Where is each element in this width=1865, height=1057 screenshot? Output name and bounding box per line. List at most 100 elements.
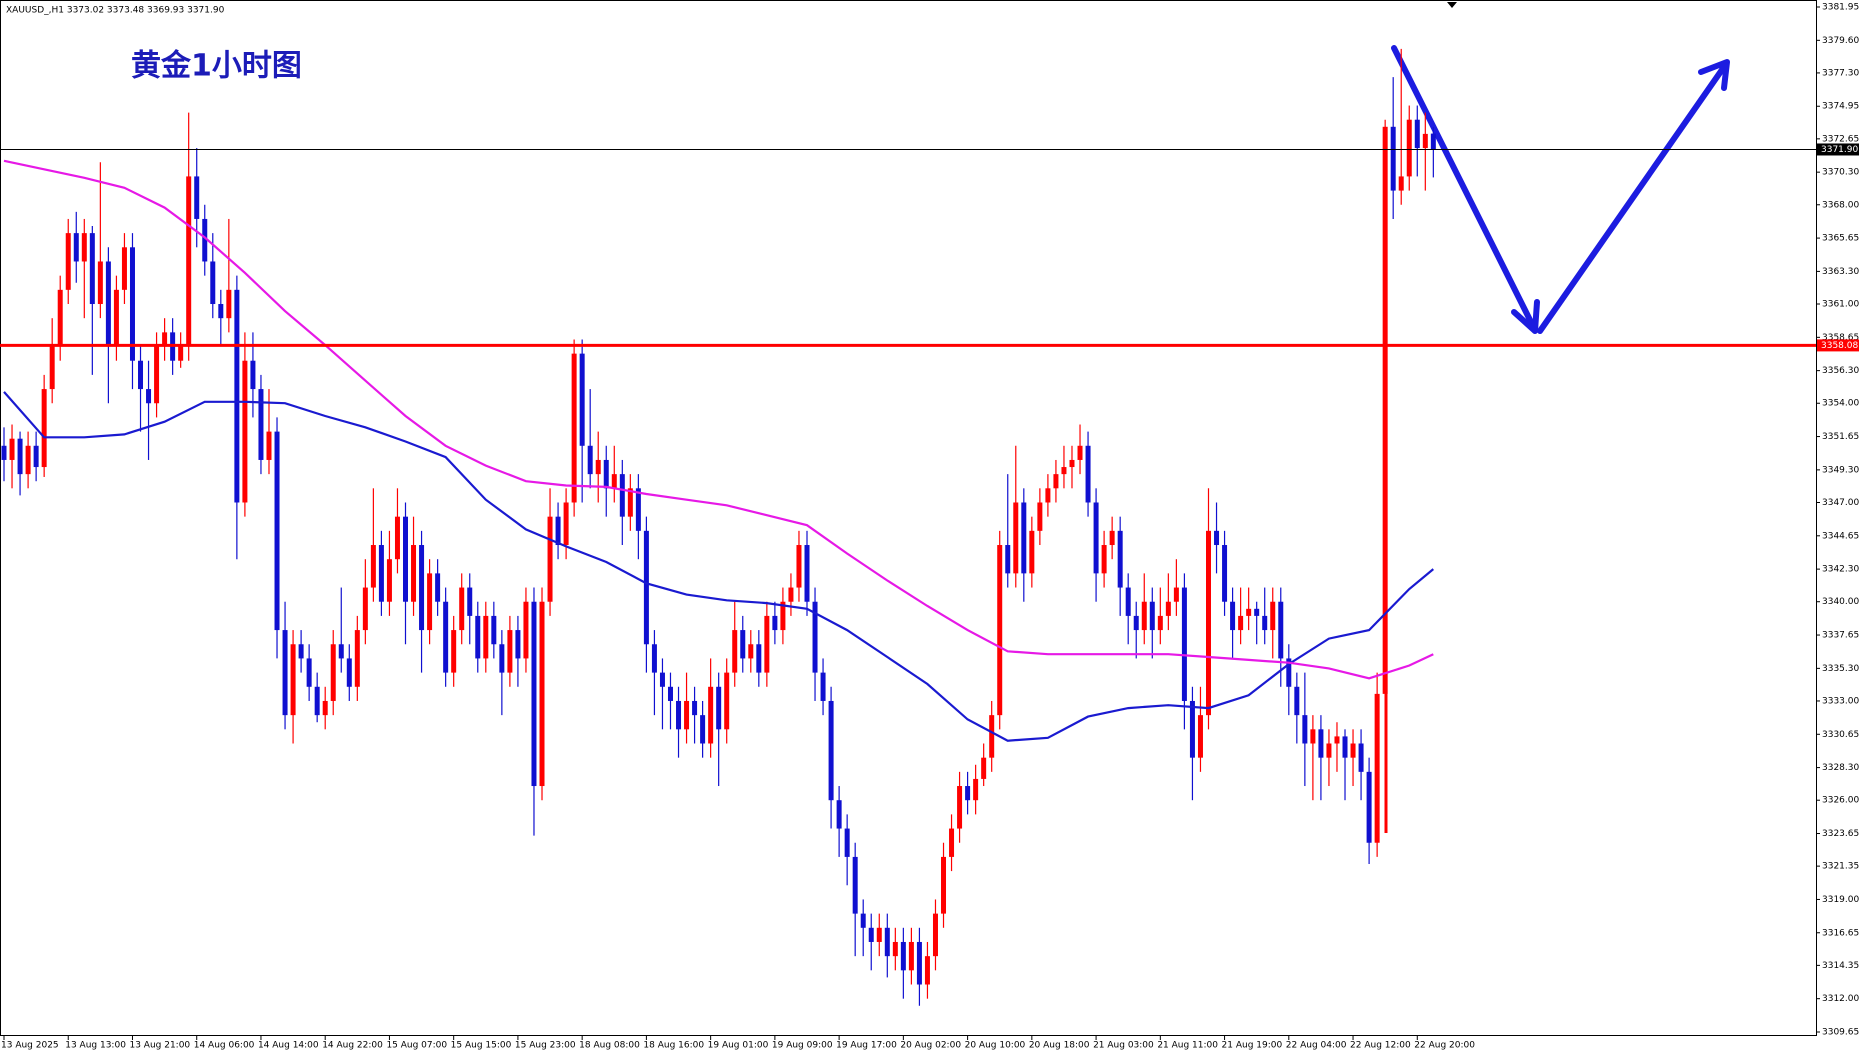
- candle-body: [1254, 608, 1260, 616]
- candle-body: [403, 516, 408, 602]
- candle-body: [1101, 545, 1107, 574]
- price-tag: [1817, 339, 1859, 352]
- y-tick-label: 3365.65: [1822, 234, 1859, 244]
- y-tick-label: 3356.30: [1822, 366, 1859, 376]
- candle-body: [178, 346, 184, 361]
- arrow-head: [1511, 299, 1540, 334]
- candle-body: [932, 913, 938, 957]
- candle-body: [306, 658, 312, 687]
- candle-body: [57, 289, 63, 347]
- chart-title: 黄金1小时图: [131, 49, 302, 84]
- candle-body: [659, 672, 665, 687]
- candle-body: [523, 601, 529, 659]
- candle-body: [162, 332, 168, 347]
- candle-body: [1141, 601, 1147, 631]
- x-tick-label: 18 Aug 16:00: [643, 1041, 704, 1051]
- candle-body: [194, 176, 200, 219]
- candle-body: [1406, 119, 1412, 177]
- candle-body: [202, 218, 208, 262]
- x-tick-label: 20 Aug 18:00: [1029, 1041, 1090, 1051]
- candle-body: [1294, 686, 1300, 716]
- candle-body: [411, 545, 417, 602]
- y-tick-label: 3381.95: [1822, 3, 1859, 13]
- x-tick-label: 19 Aug 01:00: [708, 1041, 769, 1051]
- price-tag-label: 3371.90: [1821, 145, 1858, 155]
- x-tick-label: 20 Aug 10:00: [965, 1041, 1026, 1051]
- candle-body: [1350, 743, 1356, 758]
- candle-body: [643, 530, 649, 645]
- candle-body: [700, 715, 706, 744]
- candle-body: [981, 757, 987, 779]
- candle-body: [973, 778, 979, 801]
- candle-body: [804, 545, 810, 602]
- candle-body: [531, 601, 537, 787]
- price-tag-label: 3358.08: [1821, 341, 1858, 351]
- candle-body: [692, 700, 698, 716]
- x-tick-label: 20 Aug 02:00: [900, 1041, 961, 1051]
- candle-body: [25, 445, 31, 475]
- candle-body: [322, 700, 328, 716]
- candle-body: [1246, 608, 1252, 616]
- y-tick-label: 3330.65: [1822, 730, 1859, 740]
- y-tick-label: 3335.30: [1822, 664, 1859, 674]
- y-tick-label: 3372.65: [1822, 134, 1859, 144]
- y-tick-label: 3361.00: [1822, 300, 1859, 310]
- candle-body: [908, 941, 914, 971]
- candle-body: [314, 686, 320, 716]
- candle-body: [483, 615, 489, 659]
- candle-body: [475, 615, 481, 659]
- candle-body: [1197, 715, 1203, 758]
- candle-body: [394, 516, 400, 560]
- y-tick-label: 3326.00: [1822, 796, 1859, 806]
- y-tick-label: 3344.65: [1822, 531, 1859, 541]
- candle-body: [1045, 488, 1051, 503]
- candle-body: [1157, 615, 1163, 631]
- y-tick-label: 3323.65: [1822, 829, 1859, 839]
- candle-body: [1133, 615, 1139, 631]
- candle-body: [1222, 545, 1228, 602]
- candle-body: [378, 545, 384, 602]
- y-tick-label: 3358.65: [1822, 333, 1859, 343]
- y-tick-label: 3321.35: [1822, 862, 1859, 872]
- candle-body: [515, 630, 521, 659]
- candle-body: [587, 445, 593, 475]
- x-tick-label: 15 Aug 07:00: [386, 1041, 447, 1051]
- candle-body: [186, 176, 192, 347]
- y-tick-label: 3363.30: [1822, 267, 1859, 277]
- candle-body: [756, 644, 762, 673]
- candle-body: [1206, 530, 1211, 716]
- x-tick-label: 19 Aug 17:00: [836, 1041, 897, 1051]
- x-tick-label: 19 Aug 09:00: [772, 1041, 833, 1051]
- candle-body: [1302, 715, 1308, 744]
- candle-body: [1069, 459, 1075, 468]
- candle-body: [274, 431, 280, 631]
- candle-body: [1005, 545, 1011, 574]
- candle-body: [386, 559, 392, 602]
- candle-body: [346, 658, 352, 687]
- candle-body: [1270, 601, 1276, 631]
- candle-body: [218, 304, 224, 319]
- candle-body: [708, 686, 714, 744]
- y-tick-label: 3379.60: [1822, 36, 1859, 46]
- candle-body: [1238, 615, 1244, 631]
- candle-body: [764, 615, 770, 673]
- candle-body: [89, 233, 95, 305]
- candle-body: [1366, 771, 1372, 843]
- candle-body: [860, 913, 866, 928]
- candle-body: [290, 644, 296, 716]
- candle-body: [1173, 587, 1179, 602]
- candle-body: [427, 573, 433, 631]
- candle-body: [1189, 700, 1195, 758]
- candle-body: [234, 289, 240, 503]
- candle-body: [435, 573, 441, 602]
- x-tick-label: 22 Aug 12:00: [1350, 1041, 1411, 1051]
- y-tick-label: 3333.00: [1822, 696, 1859, 706]
- candle-body: [121, 247, 127, 290]
- candle-body: [266, 431, 272, 460]
- candle-body: [997, 545, 1003, 716]
- candle-body: [836, 800, 842, 829]
- candle-body: [81, 233, 87, 262]
- candle-body: [724, 672, 730, 730]
- candle-body: [113, 289, 119, 347]
- candle-body: [555, 516, 561, 546]
